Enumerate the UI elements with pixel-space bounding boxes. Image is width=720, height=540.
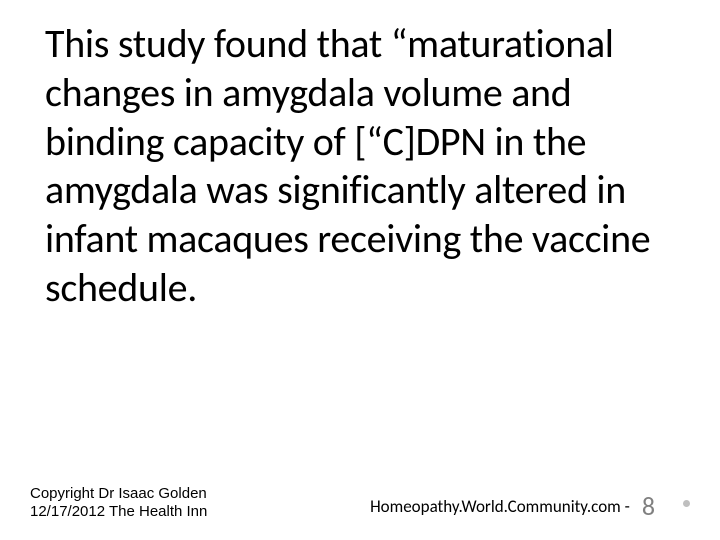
footer-right: Homeopathy.World.Community.com - 8 — [370, 490, 690, 522]
website-text: Homeopathy.World.Community.com - — [370, 496, 630, 517]
page-number: 8 — [642, 490, 655, 522]
slide-footer: Copyright Dr Isaac Golden 12/17/2012 The… — [30, 485, 690, 523]
slide-container: This study found that “maturational chan… — [0, 0, 720, 540]
copyright-line-2: 12/17/2012 The Health Inn — [30, 503, 207, 522]
main-body-text: This study found that “maturational chan… — [45, 20, 675, 313]
bullet-icon — [683, 500, 690, 507]
copyright-line-1: Copyright Dr Isaac Golden — [30, 485, 207, 504]
copyright-block: Copyright Dr Isaac Golden 12/17/2012 The… — [30, 485, 207, 523]
